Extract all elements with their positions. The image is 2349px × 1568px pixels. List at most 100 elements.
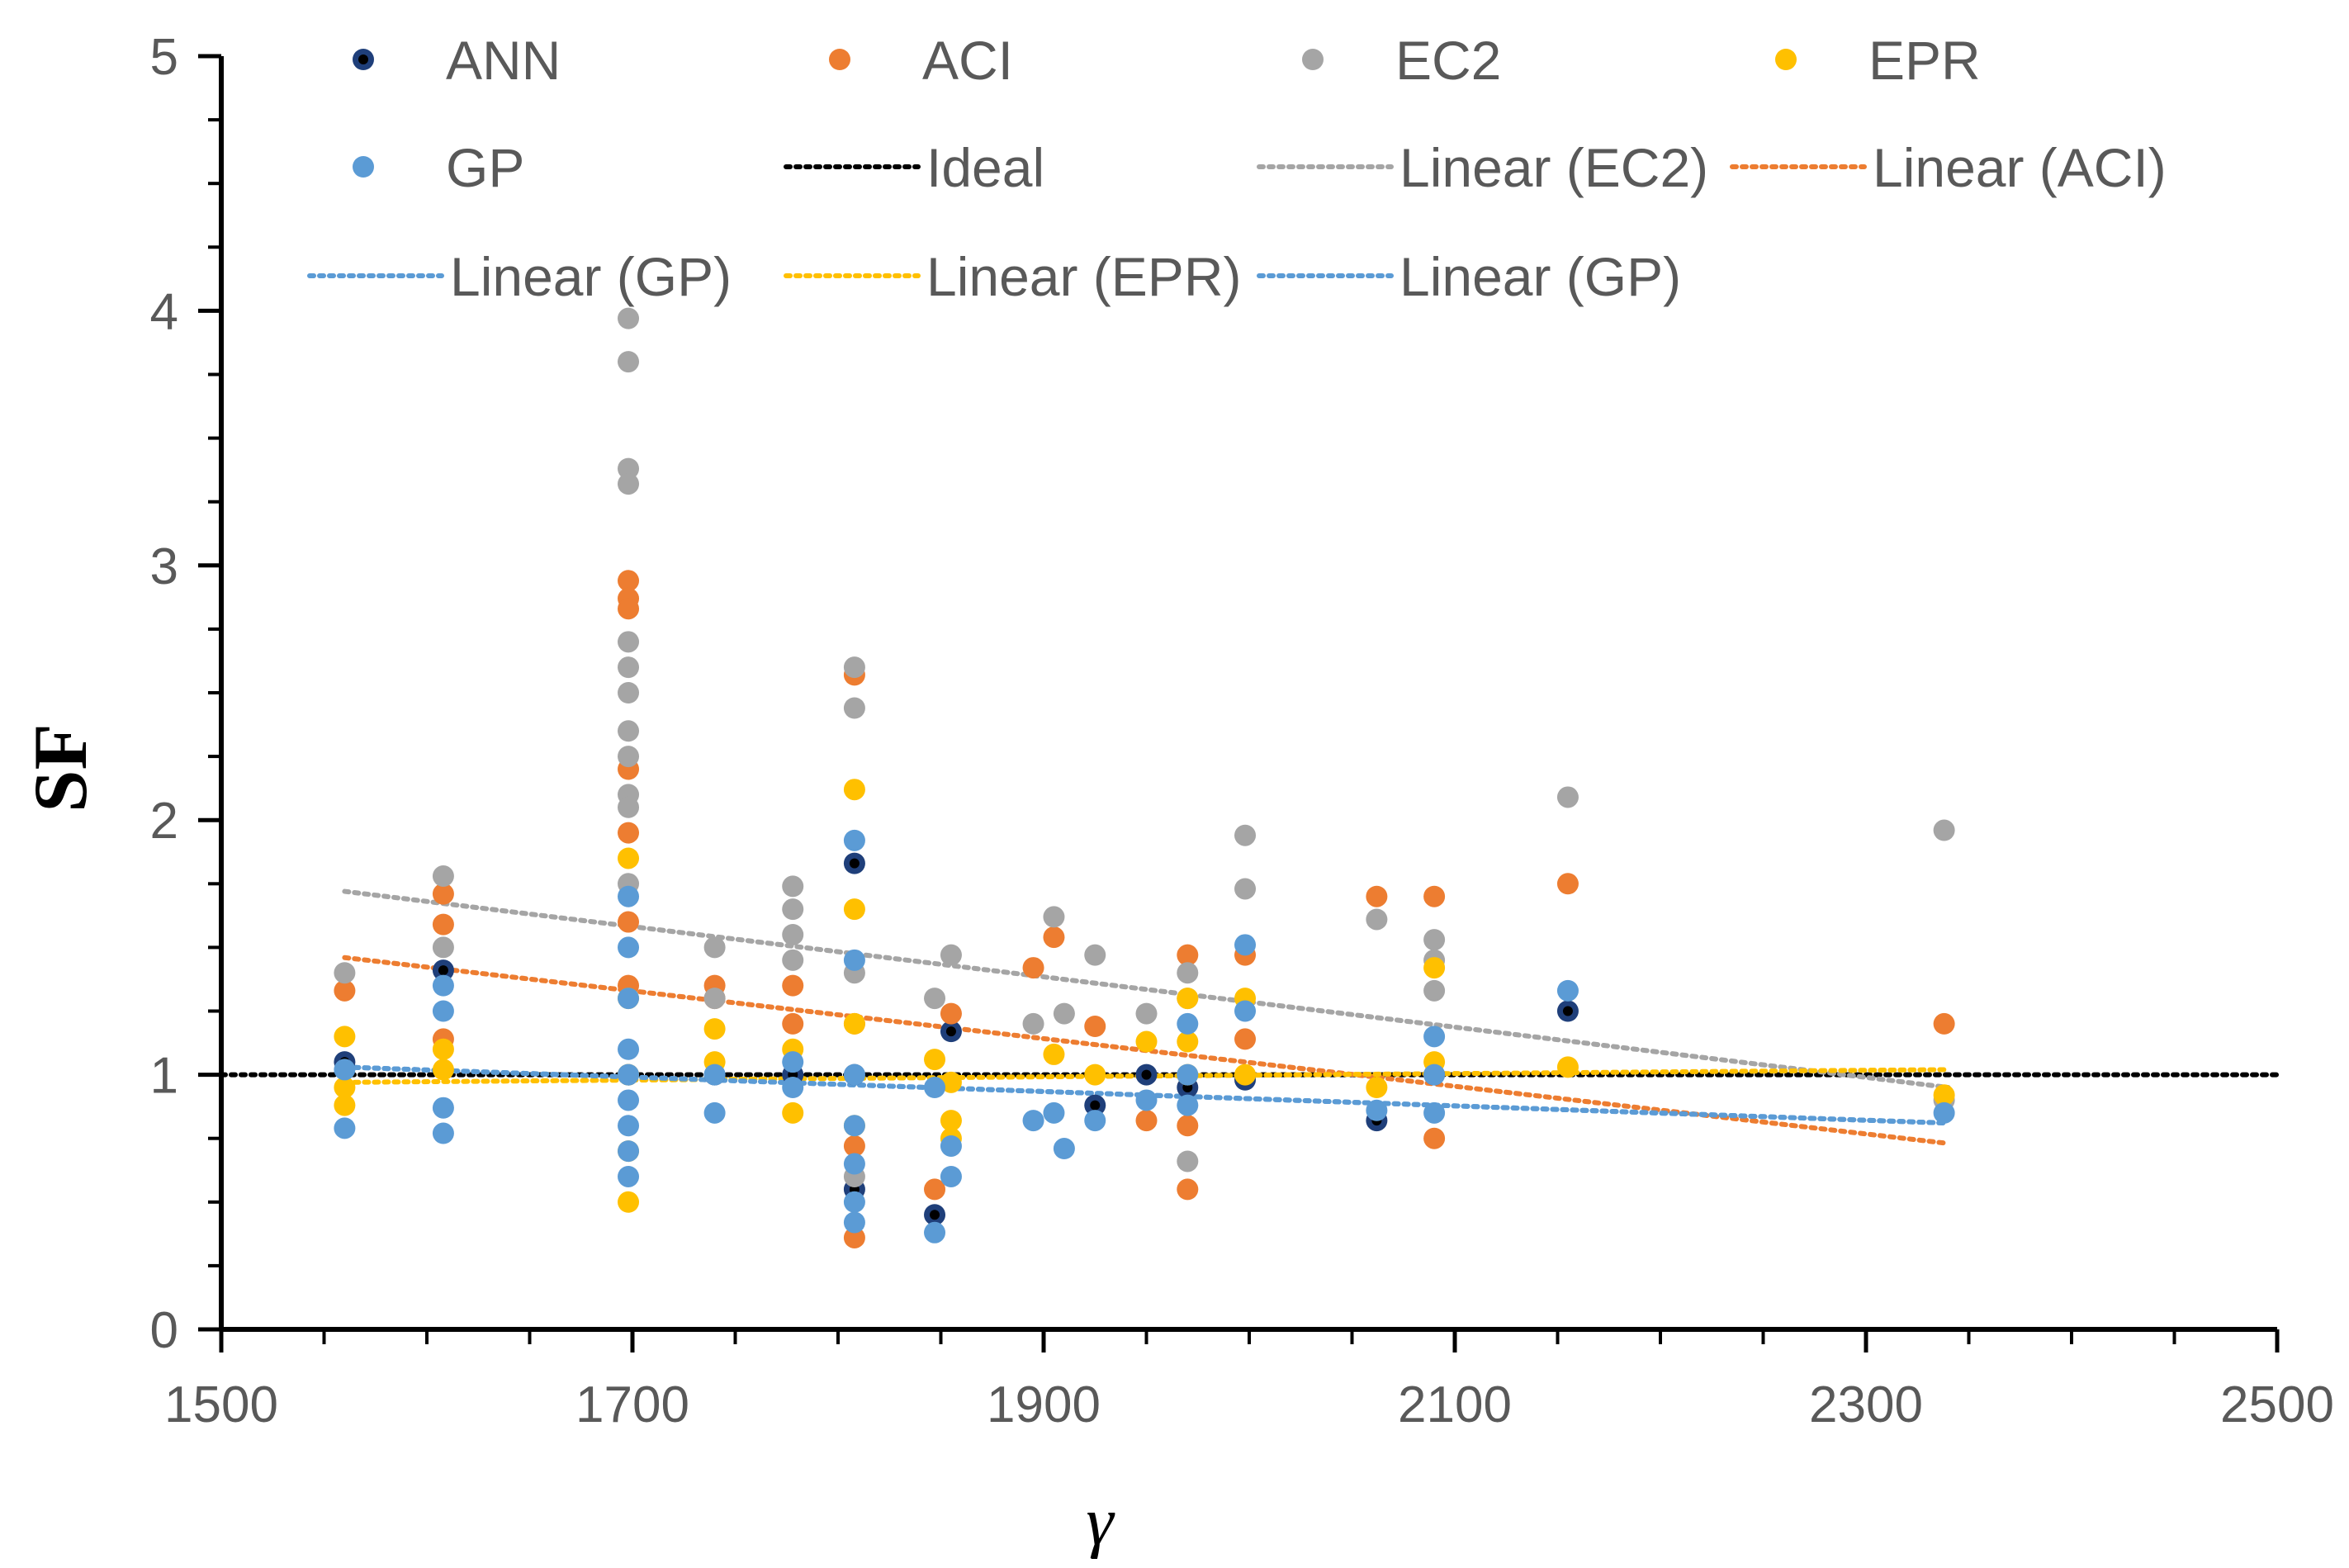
gp-point — [1366, 1099, 1388, 1121]
ec2-point — [782, 949, 804, 971]
gp-point — [618, 1063, 640, 1086]
ann-point-core — [1090, 1100, 1101, 1111]
gp-point — [782, 1077, 804, 1099]
x-tick-label: 2500 — [2220, 1376, 2334, 1433]
legend-label-gp: GP — [446, 137, 524, 198]
aci-point — [843, 1135, 865, 1157]
gp-point — [432, 1122, 454, 1144]
ann-point-core — [945, 1026, 956, 1037]
epr-point — [1177, 988, 1199, 1010]
gp-point — [1423, 1101, 1446, 1124]
ec2-point — [432, 936, 454, 959]
epr-point — [334, 1026, 356, 1048]
gp-point — [703, 1101, 726, 1124]
gp-point — [940, 1135, 962, 1157]
aci-point — [1084, 1016, 1106, 1038]
ec2-point — [432, 865, 454, 888]
gp-point — [618, 936, 640, 959]
x-tick-label: 1700 — [575, 1376, 689, 1433]
gp-point — [618, 885, 640, 907]
linear-ec2-line — [342, 888, 1951, 1091]
legend-label-linear-gp: Linear (GP) — [1399, 246, 1681, 307]
gp-point — [843, 1191, 865, 1213]
legend-marker-ec2 — [1302, 49, 1324, 70]
epr-point — [1556, 1056, 1579, 1078]
data-points — [334, 307, 1955, 1248]
legend: ANN ACI EC2 EPR GP Ideal Linear (EC2) Linear (A… — [307, 30, 2167, 307]
ec2-point — [843, 656, 865, 679]
legend-label-linear-gp: Linear (GP) — [450, 246, 732, 307]
aci-point — [924, 1178, 946, 1201]
ann-point-core — [1141, 1069, 1152, 1080]
ec2-point — [1022, 1012, 1044, 1035]
y-tick-label: 4 — [150, 283, 178, 340]
ec2-point — [1234, 878, 1257, 900]
ec2-point — [1177, 1150, 1199, 1172]
gp-point — [1933, 1101, 1955, 1124]
legend-label-linear-ec2: Linear (EC2) — [1399, 137, 1708, 198]
aci-point — [618, 822, 640, 844]
ec2-point — [334, 962, 356, 984]
epr-point — [924, 1049, 946, 1071]
ann-point-core — [849, 858, 860, 869]
ec2-point — [1933, 819, 1955, 841]
ec2-point — [618, 746, 640, 768]
ann-point-core — [1562, 1006, 1573, 1016]
gp-point — [432, 974, 454, 997]
ec2-point — [843, 697, 865, 719]
ec2-point — [1084, 944, 1106, 966]
aci-point — [1423, 885, 1446, 907]
aci-point — [1556, 873, 1579, 895]
gp-point — [1022, 1110, 1044, 1132]
ec2-point — [924, 988, 946, 1010]
y-tick-label: 1 — [150, 1048, 178, 1105]
epr-point — [1366, 1077, 1388, 1099]
y-tick-label: 0 — [150, 1302, 178, 1359]
ec2-point — [703, 988, 726, 1010]
gp-point — [618, 988, 640, 1010]
epr-point — [432, 1059, 454, 1081]
ec2-point — [1366, 908, 1388, 931]
gp-point — [618, 1089, 640, 1111]
gp-point — [843, 1153, 865, 1175]
epr-point — [432, 1038, 454, 1060]
aci-point — [432, 883, 454, 905]
legend-marker-core-ann — [358, 54, 368, 64]
epr-point — [334, 1094, 356, 1116]
gp-point — [1423, 1026, 1446, 1048]
aci-point — [1177, 1115, 1199, 1137]
gp-point — [618, 1140, 640, 1163]
ec2-point — [1234, 824, 1257, 846]
aci-point — [940, 1002, 962, 1025]
epr-point — [1177, 1030, 1199, 1053]
aci-point — [1135, 1110, 1158, 1132]
epr-point — [618, 1191, 640, 1213]
ec2-point — [1177, 962, 1199, 984]
gp-point — [1135, 1089, 1158, 1111]
ec2-point — [1423, 979, 1446, 1002]
epr-point — [940, 1071, 962, 1093]
gp-point — [924, 1221, 946, 1244]
aci-point — [1234, 1028, 1257, 1050]
legend-marker-aci — [829, 49, 850, 70]
aci-point — [618, 570, 640, 592]
ec2-point — [1053, 1002, 1075, 1025]
ec2-point — [1556, 786, 1579, 808]
legend-marker-epr — [1775, 49, 1797, 70]
gp-point — [843, 1115, 865, 1137]
gp-point — [1053, 1138, 1075, 1160]
y-tick-label: 2 — [150, 793, 178, 850]
gp-point — [1177, 1094, 1199, 1116]
ann-point-core — [438, 965, 448, 976]
gp-point — [1177, 1063, 1199, 1086]
gp-point — [703, 1063, 726, 1086]
ec2-point — [940, 944, 962, 966]
ec2-point — [782, 923, 804, 945]
x-tick-label: 2100 — [1398, 1376, 1512, 1433]
ec2-point — [782, 898, 804, 921]
gp-point — [432, 1097, 454, 1119]
aci-point — [782, 974, 804, 997]
ann-point-core — [930, 1210, 940, 1220]
ec2-point — [618, 796, 640, 818]
